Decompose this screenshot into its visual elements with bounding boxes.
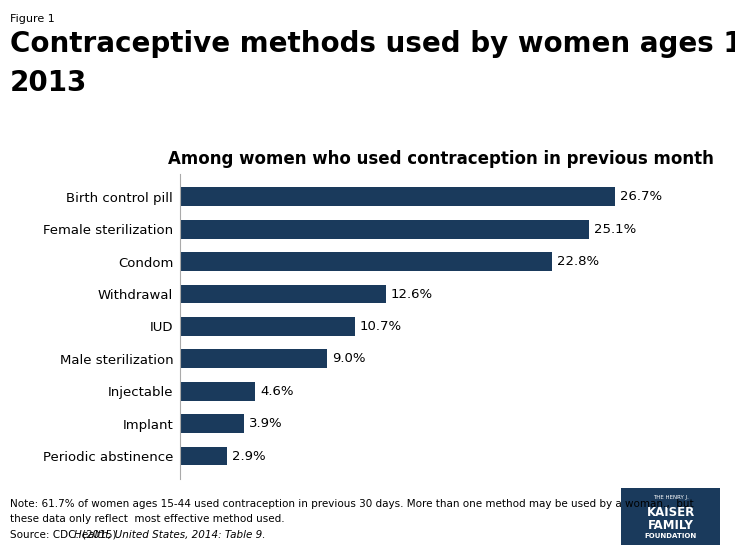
- Text: 22.8%: 22.8%: [557, 255, 599, 268]
- Text: THE HENRY J.: THE HENRY J.: [653, 495, 689, 500]
- Text: 4.6%: 4.6%: [260, 385, 293, 398]
- Text: Figure 1: Figure 1: [10, 14, 54, 24]
- Text: 10.7%: 10.7%: [359, 320, 401, 333]
- Text: Contraceptive methods used by women ages 15-44, 2011-: Contraceptive methods used by women ages…: [10, 30, 735, 58]
- Text: 2013: 2013: [10, 69, 87, 97]
- Text: FOUNDATION: FOUNDATION: [645, 533, 697, 539]
- Bar: [180, 382, 255, 401]
- Text: 3.9%: 3.9%: [248, 417, 282, 430]
- Bar: [180, 447, 227, 466]
- Text: Source: CDC. (2015).: Source: CDC. (2015).: [10, 530, 123, 539]
- Bar: [180, 187, 615, 206]
- Text: 9.0%: 9.0%: [331, 353, 365, 365]
- Bar: [180, 317, 354, 336]
- Bar: [180, 220, 589, 239]
- Bar: [180, 349, 327, 368]
- Text: 2.9%: 2.9%: [232, 450, 266, 463]
- Bar: [180, 414, 244, 433]
- Bar: [180, 285, 386, 304]
- Text: Health, United States, 2014: Table 9.: Health, United States, 2014: Table 9.: [74, 530, 265, 539]
- Bar: [180, 252, 552, 271]
- Text: Note: 61.7% of women ages 15-44 used contraception in previous 30 days. More tha: Note: 61.7% of women ages 15-44 used con…: [10, 499, 693, 509]
- Text: FAMILY: FAMILY: [648, 520, 694, 532]
- Text: KAISER: KAISER: [647, 506, 695, 519]
- Text: 26.7%: 26.7%: [620, 190, 662, 203]
- Text: 12.6%: 12.6%: [390, 288, 433, 300]
- Text: these data only reflect  most effective method used.: these data only reflect most effective m…: [10, 514, 284, 524]
- Text: 25.1%: 25.1%: [595, 223, 637, 236]
- Text: Among women who used contraception in previous month: Among women who used contraception in pr…: [168, 150, 714, 168]
